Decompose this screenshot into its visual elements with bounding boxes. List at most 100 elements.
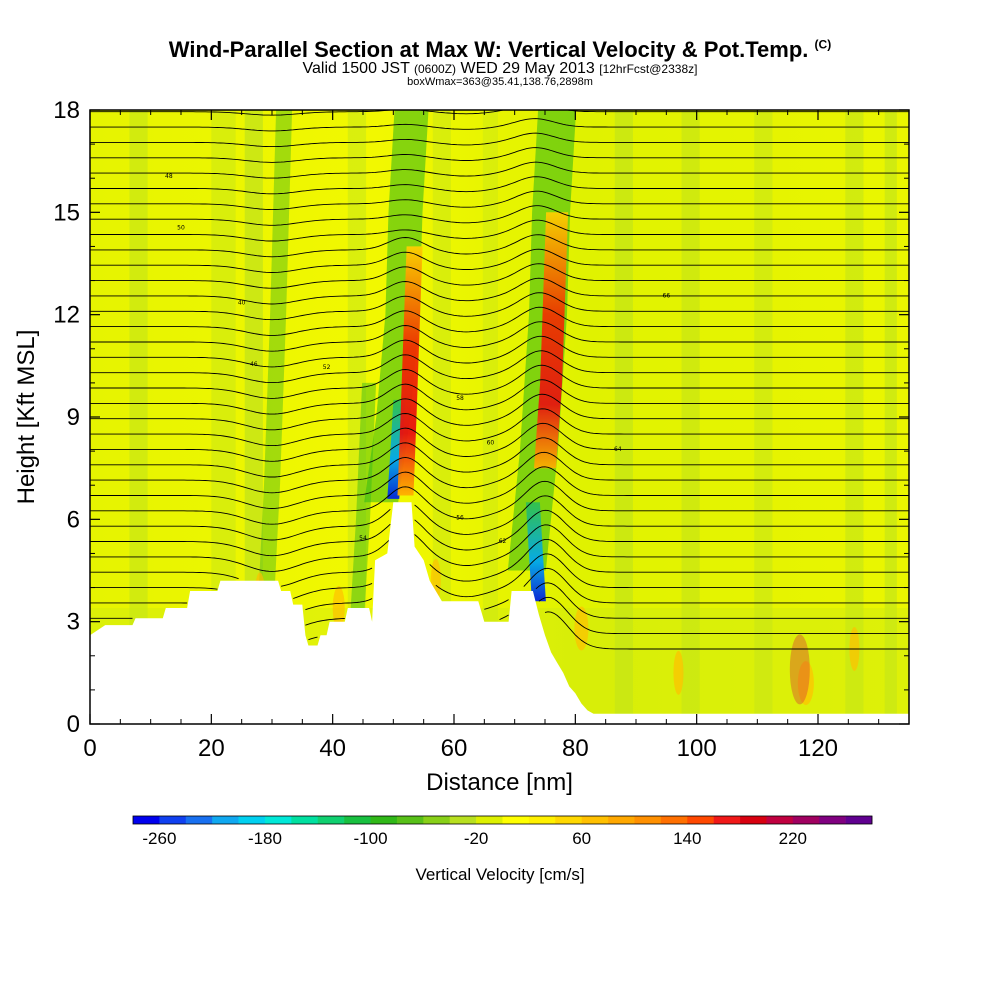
isentrope — [90, 110, 909, 116]
isentrope-label: 52 — [323, 364, 331, 371]
colorbar-swatch — [238, 816, 266, 824]
y-tick-label: 15 — [53, 199, 80, 226]
isentrope-label: 54 — [359, 535, 367, 542]
weak-descent-band — [244, 110, 263, 724]
isentrope-label: 50 — [177, 224, 185, 231]
isentrope — [90, 306, 909, 336]
x-tick-label: 0 — [83, 735, 96, 762]
y-tick-label: 0 — [67, 711, 80, 738]
isentrope-label: 62 — [499, 538, 507, 545]
weak-descent-band — [845, 110, 864, 724]
valid-prefix: Valid 1500 JST — [302, 60, 410, 77]
colorbar-tick-label: 140 — [673, 829, 701, 848]
isentrope — [90, 524, 909, 572]
x-tick-label: 40 — [319, 735, 346, 762]
x-tick-label: 100 — [677, 735, 717, 762]
valid-utc: (0600Z) — [414, 62, 457, 76]
colorbar-swatch — [634, 816, 662, 824]
colorbar-swatch — [212, 816, 239, 824]
isentrope — [90, 118, 909, 132]
updraft-patch-east — [789, 634, 810, 705]
isentrope-lines: 40 46 48 50 52 54 56 58 60 62 64 66 — [90, 110, 909, 650]
colorbar-swatch — [713, 816, 741, 824]
chart-title-mark: (C) — [814, 37, 832, 52]
colorbar-swatch — [555, 816, 582, 824]
isentrope — [90, 379, 909, 415]
box-info: boxWmax=363@35.41,138.76,2898m — [407, 76, 593, 88]
isentrope — [90, 335, 909, 368]
y-axis-label: Height [Kft MSL] — [13, 330, 40, 505]
colorbar-swatch — [502, 816, 530, 824]
colorbar-swatch — [264, 816, 292, 824]
colorbar-swatch — [159, 816, 187, 824]
y-tick-label: 3 — [67, 609, 80, 636]
isentrope — [90, 292, 909, 321]
colorbar-swatch — [845, 816, 873, 824]
valid-date: WED 29 May 2013 — [460, 60, 595, 77]
isentrope-label: 40 — [238, 299, 246, 306]
weak-downdraft-4 — [349, 382, 377, 622]
isentrope-label: 48 — [165, 173, 173, 180]
colorbar-swatch — [396, 816, 424, 824]
isentrope — [90, 248, 909, 273]
warm-patch — [797, 661, 814, 706]
isentrope — [90, 176, 909, 195]
weak-descent-band — [129, 110, 148, 724]
colorbar-swatch — [687, 816, 714, 824]
colorbar-tick-label: 60 — [572, 829, 591, 848]
colorbar-swatch — [291, 816, 319, 824]
downdraft-halo-1 — [364, 110, 429, 503]
colorbar-swatch — [581, 816, 609, 824]
isentrope — [90, 234, 909, 258]
isentrope — [90, 277, 909, 305]
colorbar-swatch — [476, 816, 503, 824]
isentrope — [90, 495, 909, 541]
isentrope — [90, 147, 909, 163]
chart-subtitle: Valid 1500 JST (0600Z) WED 29 May 2013 [… — [0, 60, 1000, 78]
isentrope — [90, 582, 909, 626]
colorbar-swatch — [792, 816, 820, 824]
isentrope — [90, 437, 909, 478]
colorbar-tick-label: -100 — [354, 829, 388, 848]
colorbar-swatch — [423, 816, 451, 824]
isentrope — [90, 350, 909, 384]
terrain — [90, 502, 909, 724]
isentrope — [90, 190, 909, 211]
weak-descent-band — [347, 110, 367, 724]
x-axis-label: Distance [nm] — [426, 769, 573, 796]
isentrope — [90, 393, 909, 431]
isentrope — [90, 321, 909, 352]
colorbar-tick-label: -260 — [142, 829, 176, 848]
isentrope — [90, 509, 909, 557]
isentrope — [90, 219, 909, 242]
isentrope — [90, 205, 909, 226]
x-tick-label: 20 — [198, 735, 225, 762]
axes: 0 20 40 60 80 100 120 0 3 6 9 12 15 18 Distance [nm] He… — [13, 97, 909, 796]
terrain-fill — [90, 502, 909, 724]
weak-descent-band — [614, 110, 633, 724]
updraft-core-2 — [534, 212, 569, 469]
colorbar-frame — [132, 815, 873, 825]
colorbar-swatch — [819, 816, 846, 824]
weak-downdraft-3 — [257, 110, 293, 605]
colorbar-swatch — [528, 816, 556, 824]
colorbar-swatch — [317, 816, 345, 824]
warm-patch — [673, 650, 684, 695]
isentrope — [544, 611, 909, 650]
y-tick-label: 9 — [67, 404, 80, 431]
colorbar-swatch — [449, 816, 477, 824]
warm-patch — [574, 606, 589, 651]
y-tick-label: 18 — [53, 97, 80, 124]
x-tick-label: 60 — [441, 735, 468, 762]
isentrope-label: 60 — [487, 439, 495, 446]
isentrope-label: 58 — [456, 395, 464, 402]
isentrope — [90, 422, 909, 462]
chart-title-text: Wind-Parallel Section at Max W: Vertical… — [168, 37, 809, 62]
colorbar-swatch — [660, 816, 688, 824]
isentrope — [90, 567, 909, 611]
weak-descent-band — [681, 110, 700, 724]
updraft-core-1 — [397, 246, 423, 496]
x-tick-label: 120 — [798, 735, 838, 762]
y-tick-label: 6 — [67, 506, 80, 533]
